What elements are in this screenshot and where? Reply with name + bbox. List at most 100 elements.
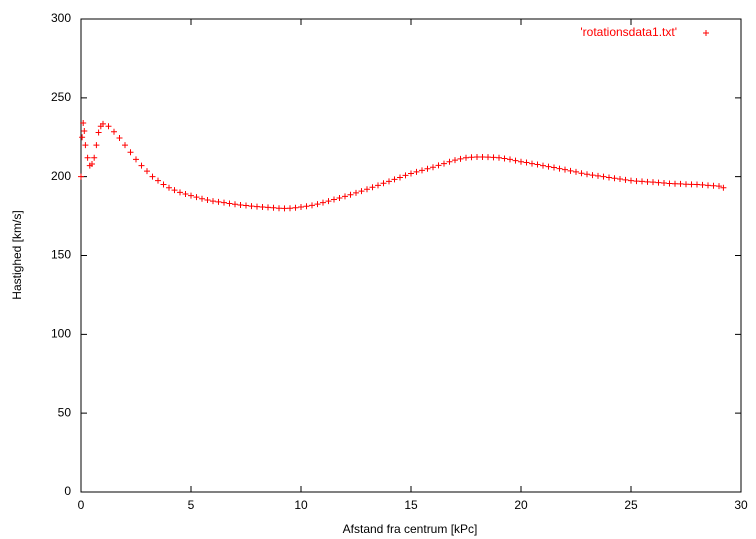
x-tick-label: 25: [624, 498, 638, 512]
point: [584, 171, 590, 178]
point: [507, 156, 513, 163]
point: [91, 154, 98, 161]
point: [166, 184, 172, 191]
point: [529, 160, 535, 167]
point: [171, 187, 178, 194]
point: [353, 189, 359, 196]
point: [116, 135, 123, 142]
point: [720, 184, 727, 191]
point: [248, 203, 255, 210]
point: [133, 156, 139, 163]
point: [386, 178, 392, 185]
y-tick-label: 200: [51, 169, 71, 183]
point: [82, 142, 89, 149]
point: [204, 197, 211, 204]
point: [562, 166, 568, 173]
point: [281, 205, 288, 212]
point: [347, 191, 354, 198]
point: [358, 188, 365, 195]
plot-border: [80, 18, 742, 493]
point: [80, 120, 87, 127]
point: [424, 165, 431, 172]
point: [468, 154, 475, 161]
x-axis-label: Afstand fra centrum [kPc]: [343, 522, 478, 536]
point: [364, 186, 370, 193]
point: [314, 201, 321, 208]
point: [644, 178, 651, 185]
point: [600, 173, 607, 180]
point: [479, 153, 486, 160]
point: [303, 203, 310, 210]
y-tick-label: 250: [51, 90, 71, 104]
point: [705, 182, 711, 189]
point: [375, 182, 381, 189]
point: [490, 154, 497, 161]
point: [391, 176, 398, 183]
point: [232, 201, 238, 208]
point: [138, 162, 145, 169]
point: [210, 198, 216, 205]
point: [540, 162, 546, 169]
point: [578, 170, 585, 177]
point: [512, 157, 519, 164]
y-tick-label: 50: [58, 405, 72, 419]
x-tick-label: 10: [294, 498, 308, 512]
x-tick-label: 0: [78, 498, 85, 512]
point: [710, 182, 717, 189]
point: [606, 174, 612, 181]
point: [474, 153, 480, 160]
point: [435, 162, 442, 169]
point: [661, 179, 667, 186]
point: [243, 202, 249, 209]
point: [628, 177, 634, 184]
x-tick-label: 20: [514, 498, 528, 512]
point: [573, 168, 579, 175]
point: [237, 202, 244, 209]
point: [677, 180, 684, 187]
x-tick-label: 30: [734, 498, 748, 512]
point: [402, 172, 409, 179]
point: [320, 199, 326, 206]
point: [457, 155, 464, 162]
point: [419, 167, 425, 174]
point: [221, 199, 227, 206]
point: [276, 205, 282, 212]
y-tick-label: 300: [51, 11, 71, 25]
point: [655, 179, 662, 186]
y-tick-label: 150: [51, 248, 71, 262]
point: [534, 161, 541, 168]
point: [441, 160, 447, 167]
point: [589, 172, 596, 179]
y-tick-label: 100: [51, 327, 71, 341]
point: [694, 181, 700, 188]
point: [81, 127, 88, 134]
point: [105, 123, 112, 130]
point: [155, 177, 161, 184]
point: [518, 158, 524, 165]
point: [556, 165, 563, 172]
point: [79, 134, 86, 141]
point: [111, 128, 117, 135]
point: [617, 176, 623, 183]
point: [672, 180, 678, 187]
point: [144, 168, 150, 175]
point: [633, 178, 640, 185]
point: [331, 196, 337, 203]
point: [309, 202, 315, 209]
point: [688, 181, 695, 188]
point: [93, 142, 100, 149]
point: [666, 180, 673, 187]
point: [188, 192, 194, 199]
point: [369, 184, 376, 191]
point: [413, 168, 420, 175]
point: [611, 175, 618, 182]
point: [127, 149, 134, 156]
point: [182, 191, 189, 198]
point: [622, 176, 629, 183]
point: [89, 161, 95, 168]
point: [254, 203, 260, 210]
point: [430, 164, 436, 171]
point: [485, 154, 491, 161]
point: [226, 200, 233, 207]
